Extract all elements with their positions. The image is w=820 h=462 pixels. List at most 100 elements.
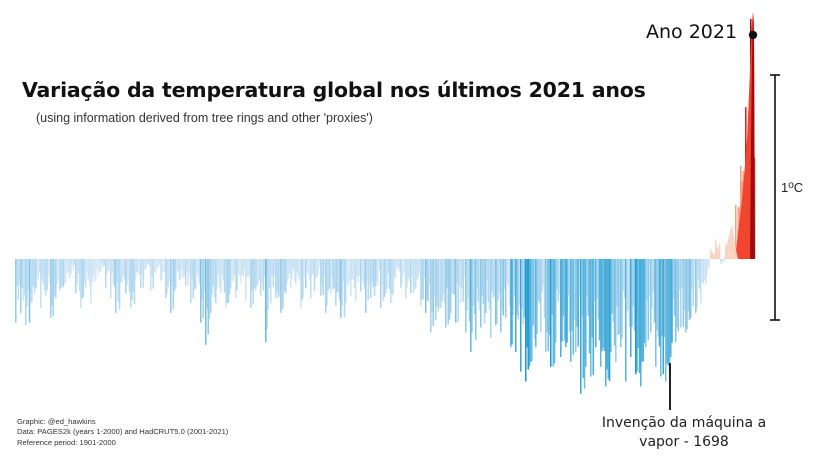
anomaly-bar: [510, 259, 512, 348]
anomaly-bar: [501, 259, 503, 310]
anomaly-bar: [348, 259, 351, 282]
anomaly-bar: [370, 259, 372, 299]
anomaly-bar: [640, 259, 642, 387]
anomaly-bar: [645, 259, 647, 348]
anomaly-bar: [120, 259, 122, 284]
anomaly-bar: [660, 259, 662, 377]
anomaly-bar: [665, 259, 667, 382]
anomaly-bar: [261, 259, 263, 282]
anomaly-bar: [176, 259, 178, 271]
anomaly-bar: [150, 259, 152, 291]
anomaly-bar: [182, 259, 185, 278]
anomaly-bar: [492, 259, 495, 298]
anomaly-bar: [337, 259, 340, 293]
anomaly-bar: [356, 259, 358, 277]
anomaly-bar: [643, 259, 646, 343]
anomaly-bar: [453, 259, 456, 295]
anomaly-bar: [230, 259, 232, 289]
anomaly-bar: [35, 259, 37, 289]
anomaly-bar: [535, 259, 537, 348]
anomaly-bar: [160, 259, 162, 282]
anomaly-bar: [58, 259, 61, 292]
anomaly-bar: [545, 259, 547, 353]
anomaly-bar: [688, 259, 691, 320]
anomaly-bar: [242, 259, 245, 276]
anomaly-bar: [540, 259, 542, 333]
anomaly-bar: [401, 259, 403, 284]
anomaly-bar: [148, 259, 151, 267]
anomaly-bar: [555, 259, 557, 343]
anomaly-bar: [240, 259, 242, 284]
anomaly-bar: [212, 259, 215, 287]
anomaly-bar: [528, 259, 531, 367]
anomaly-bar: [623, 259, 626, 299]
anomaly-bar: [562, 259, 565, 316]
anomaly-bar: [603, 259, 606, 351]
anomaly-bar: [710, 249, 712, 259]
anomaly-bar: [600, 259, 602, 367]
year-2021-marker-dot: [748, 30, 758, 40]
anomaly-bar: [25, 259, 27, 326]
anomaly-bar: [518, 259, 521, 306]
anomaly-bar: [228, 259, 231, 295]
anomaly-bar: [707, 259, 710, 268]
anomaly-bar: [487, 259, 490, 302]
anomaly-bar: [277, 259, 280, 298]
anomaly-bar: [361, 259, 363, 279]
anomaly-bar: [118, 259, 121, 310]
anomaly-bar: [206, 259, 208, 309]
anomaly-bar: [46, 259, 48, 290]
anomaly-bar: [587, 259, 590, 316]
anomaly-bar: [285, 259, 287, 294]
anomaly-bar: [636, 259, 638, 372]
anomaly-bar: [332, 259, 335, 290]
anomaly-bar: [218, 259, 221, 288]
anomaly-bar: [450, 259, 452, 313]
anomaly-bar: [178, 259, 181, 281]
anomaly-bar: [613, 259, 616, 346]
anomaly-bar: [461, 259, 463, 288]
anomaly-bar: [445, 259, 447, 328]
anomaly-bar: [661, 259, 663, 336]
anomaly-bar: [90, 259, 92, 304]
anomaly-bar: [123, 259, 126, 281]
anomaly-bar: [652, 259, 655, 292]
anomaly-bar: [366, 259, 368, 281]
anomaly-bar: [481, 259, 483, 296]
anomaly-bar: [582, 259, 585, 378]
chart-credits: Graphic: @ed_hawkins Data: PAGES2k (year…: [17, 417, 228, 448]
anomaly-bar: [241, 259, 243, 276]
anomaly-bar: [38, 259, 41, 273]
anomaly-bar: [93, 259, 96, 282]
anomaly-bar: [443, 259, 446, 303]
anomaly-bar: [407, 259, 410, 279]
anomaly-bar: [317, 259, 320, 275]
anomaly-bar: [375, 259, 377, 286]
anomaly-bar: [462, 259, 465, 302]
anomaly-bar: [350, 259, 352, 296]
anomaly-bar: [343, 259, 346, 318]
anomaly-bar: [15, 259, 17, 323]
anomaly-bar: [131, 259, 133, 301]
anomaly-bar: [66, 259, 68, 273]
anomaly-bar: [167, 259, 170, 287]
anomaly-bar: [491, 259, 493, 292]
anomaly-bar: [57, 259, 60, 280]
anomaly-bar: [307, 259, 310, 274]
anomaly-bar: [126, 259, 128, 286]
anomaly-bar: [583, 259, 586, 389]
anomaly-bar: [52, 259, 55, 317]
anomaly-bar: [310, 259, 312, 299]
anomaly-bar: [16, 259, 18, 287]
anomaly-bar: [700, 259, 702, 304]
anomaly-bar: [357, 259, 360, 283]
anomaly-bar: [642, 259, 645, 362]
anomaly-bar: [272, 259, 275, 288]
anomaly-bar: [466, 259, 468, 311]
chart-subtitle: (using information derived from tree rin…: [36, 111, 373, 125]
anomaly-bar: [92, 259, 95, 277]
anomaly-bar: [300, 259, 302, 308]
anomaly-bar: [605, 259, 607, 387]
anomaly-bar: [270, 259, 272, 304]
anomaly-bar: [672, 259, 675, 299]
